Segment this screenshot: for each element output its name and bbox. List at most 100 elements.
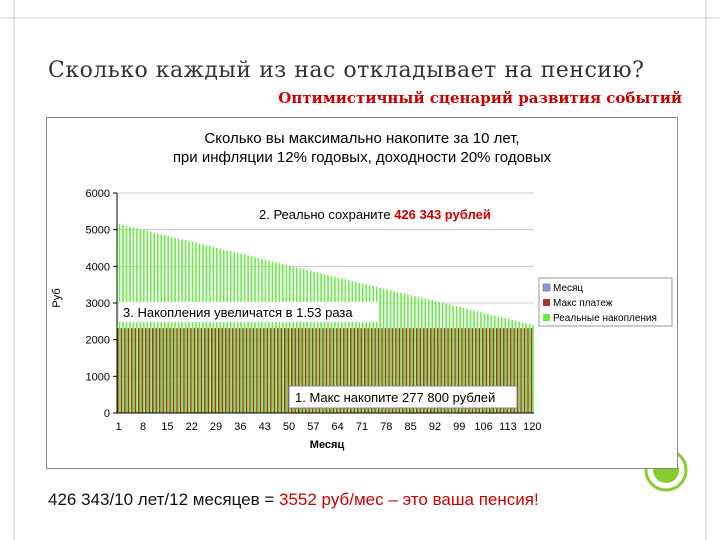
bar-max-payment <box>214 328 217 413</box>
bar-real-accumulation <box>316 272 319 413</box>
bar-max-payment <box>256 328 258 413</box>
bar-max-payment <box>148 328 151 413</box>
bar-real-accumulation <box>459 307 461 413</box>
bar-real-accumulation <box>396 291 399 413</box>
slide-subtitle: Оптимистичный сценарий развития событий <box>278 89 682 107</box>
x-tick-label: 120 <box>523 421 541 433</box>
bar-real-accumulation <box>525 323 527 413</box>
bar-real-accumulation <box>160 234 163 413</box>
bar-max-payment <box>482 328 484 413</box>
bar-max-payment <box>277 328 279 413</box>
bar-max-payment <box>457 328 460 413</box>
y-tick-label: 4000 <box>86 261 110 273</box>
bar-real-accumulation <box>212 247 215 413</box>
bar-max-payment <box>475 328 477 413</box>
bar-real-accumulation <box>466 308 468 413</box>
bar-max-payment <box>297 328 300 413</box>
bar-max-payment <box>311 328 314 413</box>
bar-real-accumulation <box>344 279 347 413</box>
bar-max-payment <box>381 328 383 413</box>
bar-real-accumulation <box>188 241 190 413</box>
bar-max-payment <box>433 328 435 413</box>
bar-max-payment <box>405 328 408 413</box>
annotation-1: 1. Макс накопите 277 800 рублей <box>295 390 495 405</box>
bar-max-payment <box>120 328 123 413</box>
bar-max-payment <box>349 328 352 413</box>
bar-max-payment <box>409 328 411 413</box>
bar-real-accumulation <box>483 313 486 413</box>
bar-real-accumulation <box>285 264 288 413</box>
bar-max-payment <box>492 328 495 413</box>
annotation-2-value: 426 343 рублей <box>394 207 491 222</box>
bar-max-payment <box>242 328 244 413</box>
bar-max-payment <box>412 328 415 413</box>
chart-title-line2: при инфляции 12% годовых, доходности 20%… <box>173 149 552 166</box>
bar-max-payment <box>506 328 508 413</box>
bar-real-accumulation <box>424 298 427 413</box>
bar-real-accumulation <box>438 302 441 413</box>
bar-max-payment <box>450 328 453 413</box>
bar-real-accumulation <box>365 284 368 413</box>
bar-real-accumulation <box>355 281 357 413</box>
bar-max-payment <box>485 328 488 413</box>
bar-real-accumulation <box>375 286 378 413</box>
annotation-2-text: 2. Реально сохраните <box>259 207 394 222</box>
bar-max-payment <box>419 328 422 413</box>
bar-real-accumulation <box>243 254 246 413</box>
x-tick-label: 85 <box>405 421 417 433</box>
bar-real-accumulation <box>205 245 208 413</box>
legend-swatch-real <box>543 314 550 321</box>
x-tick-label: 113 <box>499 421 517 433</box>
bar-max-payment <box>259 328 262 413</box>
bar-real-accumulation <box>428 299 430 413</box>
bar-real-accumulation <box>476 311 479 413</box>
bar-max-payment <box>124 328 126 413</box>
x-tick-label: 106 <box>474 421 492 433</box>
bar-real-accumulation <box>386 289 388 413</box>
bar-max-payment <box>165 328 168 413</box>
bar-real-accumulation <box>511 319 513 413</box>
bar-real-accumulation <box>361 283 364 413</box>
bar-real-accumulation <box>455 306 458 413</box>
bar-real-accumulation <box>532 325 534 413</box>
bar-real-accumulation <box>410 295 413 413</box>
legend-label-month: Месяц <box>553 283 583 294</box>
bar-max-payment <box>395 328 397 413</box>
bar-max-payment <box>325 328 328 413</box>
bar-max-payment <box>488 328 491 413</box>
bar-max-payment <box>204 328 206 413</box>
bar-max-payment <box>377 328 380 413</box>
bar-real-accumulation <box>181 239 183 413</box>
bar-max-payment <box>315 328 317 413</box>
bar-max-payment <box>468 328 470 413</box>
bar-max-payment <box>367 328 369 413</box>
bar-max-payment <box>290 328 293 413</box>
bar-max-payment <box>336 328 338 413</box>
bar-real-accumulation <box>368 285 371 413</box>
bar-real-accumulation <box>264 259 267 413</box>
bar-max-payment <box>530 328 533 413</box>
bar-max-payment <box>370 328 373 413</box>
bar-max-payment <box>197 328 199 413</box>
bar-real-accumulation <box>372 286 374 413</box>
bar-real-accumulation <box>198 243 201 413</box>
bar-real-accumulation <box>431 300 434 413</box>
bar-real-accumulation <box>226 250 229 413</box>
bar-max-payment <box>172 328 175 413</box>
bar-max-payment <box>502 328 505 413</box>
bar-real-accumulation <box>229 251 232 413</box>
legend-label-real: Реальные накопления <box>553 313 657 324</box>
bar-max-payment <box>304 328 307 413</box>
bar-max-payment <box>117 328 119 413</box>
bar-real-accumulation <box>236 252 239 413</box>
footer-highlight: 3552 руб/мес – это ваша пенсия! <box>279 490 539 509</box>
bar-real-accumulation <box>379 287 381 413</box>
bar-max-payment <box>186 328 189 413</box>
x-tick-label: 43 <box>259 421 271 433</box>
bar-max-payment <box>329 328 331 413</box>
bar-real-accumulation <box>299 268 302 413</box>
bar-real-accumulation <box>156 233 159 413</box>
footer-text: 426 343/10 лет/12 месяцев = 3552 руб/мес… <box>48 490 539 510</box>
bar-max-payment <box>200 328 203 413</box>
bar-max-payment <box>224 328 227 413</box>
